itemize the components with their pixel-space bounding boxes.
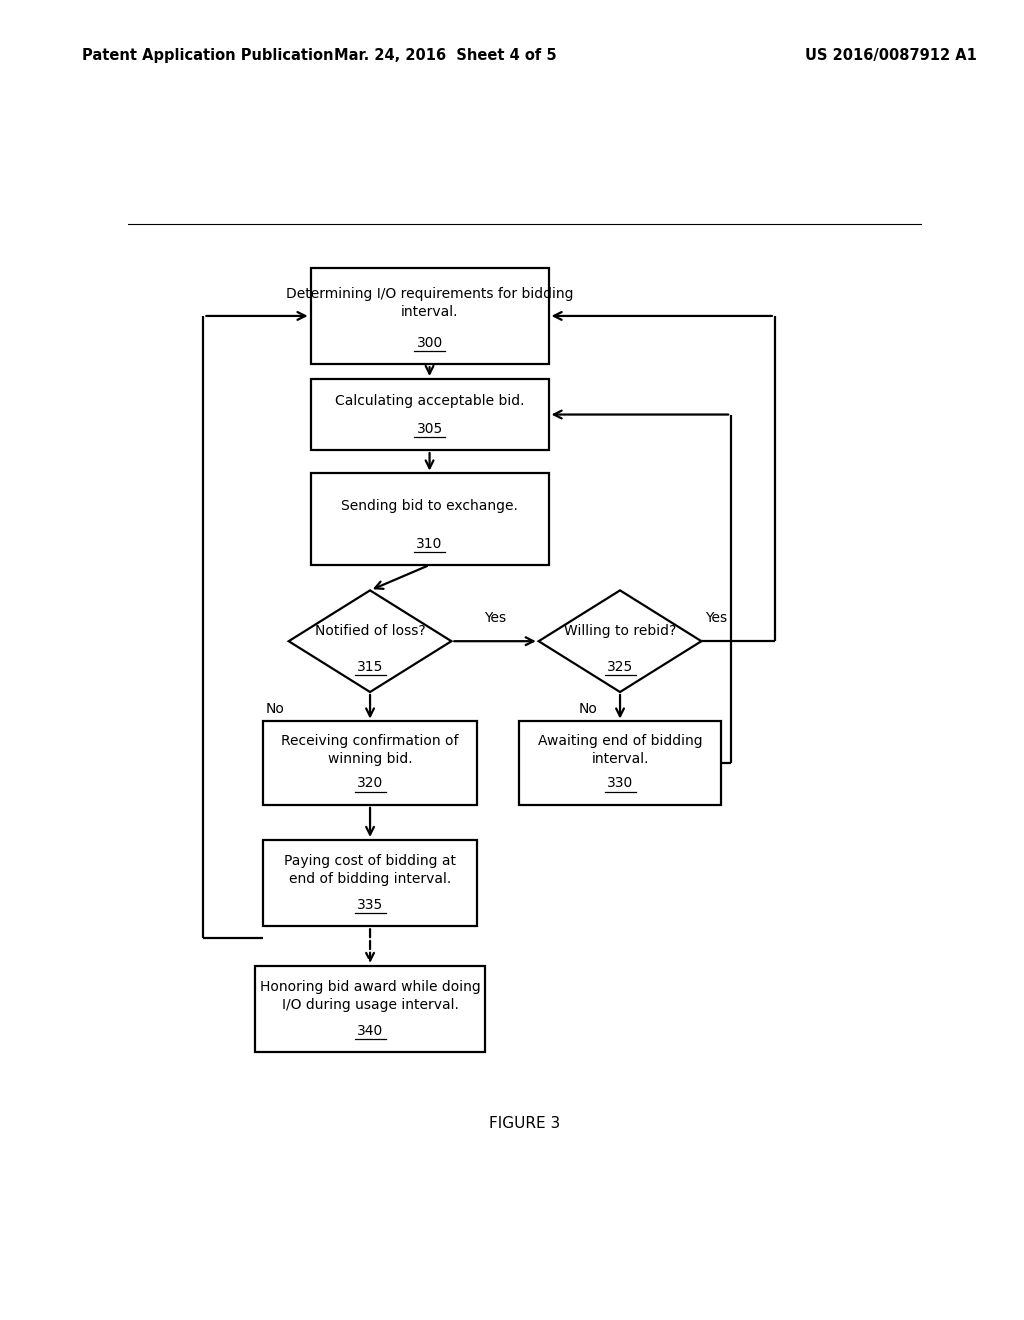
Bar [310,474,549,565]
Bar [519,722,721,805]
Text: Yes: Yes [706,611,727,624]
Text: 310: 310 [417,537,442,550]
Bar [263,722,477,805]
Text: No: No [266,702,285,717]
Text: US 2016/0087912 A1: US 2016/0087912 A1 [805,48,977,63]
Text: Determining I/O requirements for bidding
interval.: Determining I/O requirements for bidding… [286,286,573,318]
Text: Patent Application Publication: Patent Application Publication [82,48,334,63]
Text: 305: 305 [417,422,442,436]
Text: 300: 300 [417,335,442,350]
Text: 330: 330 [607,776,633,791]
Text: FIGURE 3: FIGURE 3 [489,1117,560,1131]
Text: Willing to rebid?: Willing to rebid? [564,624,676,638]
Text: Paying cost of bidding at
end of bidding interval.: Paying cost of bidding at end of bidding… [284,854,456,886]
Bar [310,379,549,450]
Text: Mar. 24, 2016  Sheet 4 of 5: Mar. 24, 2016 Sheet 4 of 5 [334,48,557,63]
Text: Calculating acceptable bid.: Calculating acceptable bid. [335,395,524,408]
Text: Awaiting end of bidding
interval.: Awaiting end of bidding interval. [538,734,702,766]
Text: 340: 340 [357,1024,383,1038]
Polygon shape [289,590,452,692]
Text: Yes: Yes [484,611,506,624]
Text: No: No [579,702,598,717]
Text: Notified of loss?: Notified of loss? [314,624,425,638]
Bar [263,840,477,927]
Text: 325: 325 [607,660,633,673]
Text: 320: 320 [357,776,383,791]
Text: 315: 315 [356,660,383,673]
Text: Sending bid to exchange.: Sending bid to exchange. [341,499,518,513]
Polygon shape [539,590,701,692]
Text: Receiving confirmation of
winning bid.: Receiving confirmation of winning bid. [282,734,459,766]
Text: 335: 335 [357,898,383,912]
Bar [310,268,549,364]
Bar [255,966,485,1052]
Text: Honoring bid award while doing
I/O during usage interval.: Honoring bid award while doing I/O durin… [260,979,480,1012]
